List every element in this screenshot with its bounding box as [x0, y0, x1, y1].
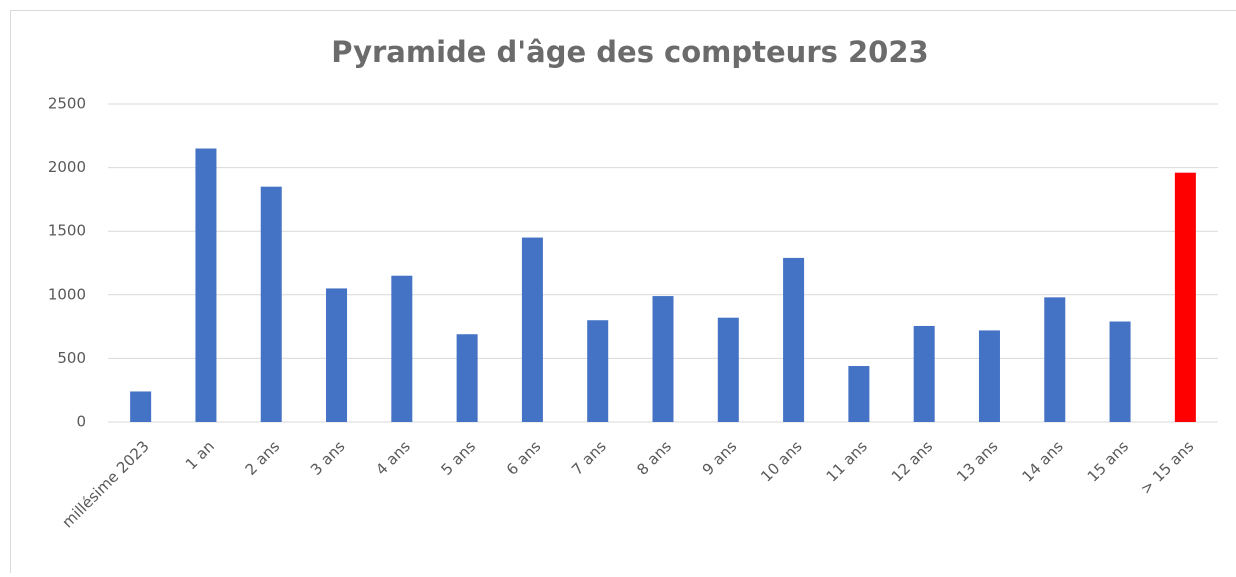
x-tick-label: 13 ans [953, 437, 1001, 485]
y-tick-label: 2000 [48, 158, 86, 176]
bar [1110, 322, 1131, 422]
bar [1044, 297, 1065, 422]
x-tick-label: millésime 2023 [59, 437, 153, 531]
y-tick-label: 0 [76, 413, 86, 431]
x-tick-label: 3 ans [307, 437, 349, 479]
x-tick-label: 1 an [182, 437, 218, 473]
bar [718, 318, 739, 422]
bar [195, 149, 216, 422]
x-tick-label: 4 ans [372, 437, 414, 479]
x-tick-label: 10 ans [757, 437, 805, 485]
x-tick-label: 2 ans [242, 437, 284, 479]
bar [979, 330, 1000, 422]
x-tick-label: 8 ans [633, 437, 675, 479]
y-tick-label: 1500 [48, 222, 86, 240]
bar [457, 334, 478, 422]
bar [653, 296, 674, 422]
x-tick-label: 9 ans [699, 437, 741, 479]
bar [326, 288, 347, 422]
bar [391, 276, 412, 422]
chart-title: Pyramide d'âge des compteurs 2023 [331, 35, 928, 69]
chart-frame [11, 11, 1236, 574]
y-tick-label: 1000 [48, 285, 86, 303]
x-tick-label: 5 ans [438, 437, 480, 479]
x-tick-label: 6 ans [503, 437, 545, 479]
x-tick-label: 15 ans [1084, 437, 1132, 485]
bar [130, 391, 151, 422]
y-tick-label: 2500 [48, 95, 86, 113]
bar [587, 320, 608, 422]
x-tick-label: 14 ans [1018, 437, 1066, 485]
bar [522, 238, 543, 422]
bar [848, 366, 869, 422]
x-tick-label: 12 ans [888, 437, 936, 485]
bar [261, 187, 282, 422]
bar [914, 326, 935, 422]
bar [783, 258, 804, 422]
x-tick-label: > 15 ans [1137, 437, 1198, 498]
y-tick-label: 500 [57, 349, 86, 367]
x-tick-label: 11 ans [823, 437, 871, 485]
bar [1175, 173, 1196, 422]
x-tick-label: 7 ans [568, 437, 610, 479]
